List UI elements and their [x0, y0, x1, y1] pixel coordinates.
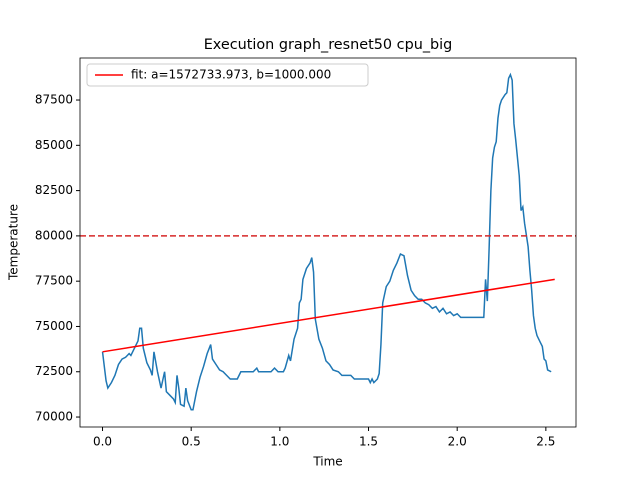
- y-tick-label: 80000: [35, 228, 73, 242]
- y-axis-label: Temperature: [7, 204, 21, 281]
- y-tick-label: 85000: [35, 138, 73, 152]
- y-tick-label: 77500: [35, 274, 73, 288]
- y-tick-label: 70000: [35, 410, 73, 424]
- x-tick-label: 0.5: [182, 435, 201, 449]
- y-tick-label: 72500: [35, 364, 73, 378]
- y-tick-label: 82500: [35, 183, 73, 197]
- y-tick-label: 87500: [35, 93, 73, 107]
- x-tick-label: 1.0: [270, 435, 289, 449]
- y-tick-label: 75000: [35, 319, 73, 333]
- legend-box: [86, 63, 369, 87]
- series-line: [101, 72, 552, 411]
- x-tick-label: 1.5: [359, 435, 378, 449]
- chart-title: Execution graph_resnet50 cpu_big: [204, 37, 453, 53]
- x-tick-label: 2.0: [448, 435, 467, 449]
- x-tick-label: 2.5: [536, 435, 555, 449]
- plot-frame: [79, 57, 577, 428]
- series-line: [102, 278, 555, 353]
- x-tick-label: 0.0: [93, 435, 112, 449]
- x-axis-label: Time: [312, 455, 342, 469]
- legend-label: fit: a=1572733.973, b=1000.000: [131, 68, 331, 82]
